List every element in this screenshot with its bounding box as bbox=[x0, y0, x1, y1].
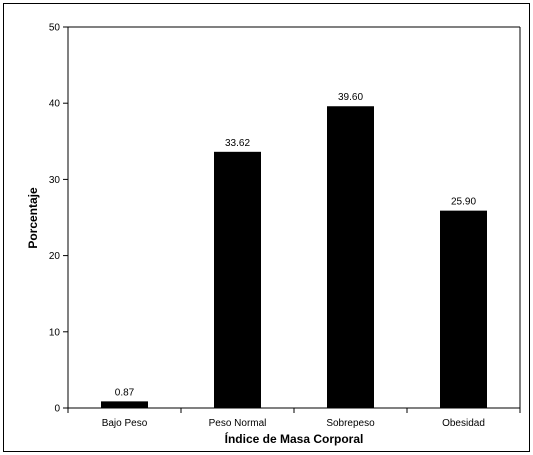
data-label: 33.62 bbox=[225, 138, 250, 149]
bars bbox=[101, 106, 487, 409]
data-label: 25.90 bbox=[451, 197, 476, 208]
bar bbox=[101, 401, 148, 408]
y-axis-title: Porcentaje bbox=[26, 187, 40, 249]
bar bbox=[214, 151, 261, 408]
x-tick-label: Obesidad bbox=[442, 418, 485, 429]
x-tick-label: Bajo Peso bbox=[102, 418, 148, 429]
data-label: 0.87 bbox=[115, 387, 135, 398]
x-tick-label: Sobrepeso bbox=[326, 418, 375, 429]
y-tick-label: 50 bbox=[49, 23, 61, 34]
y-tick-label: 0 bbox=[54, 404, 60, 415]
y-tick-label: 30 bbox=[49, 175, 61, 186]
y-ticks: 0 10 20 30 40 50 bbox=[49, 23, 68, 415]
y-tick-label: 10 bbox=[49, 327, 61, 338]
y-tick-label: 40 bbox=[49, 99, 61, 110]
x-tick-label: Peso Normal bbox=[209, 418, 267, 429]
x-axis-title: Índice de Masa Corporal bbox=[225, 431, 364, 446]
bar bbox=[440, 210, 487, 408]
data-labels: 0.87 33.62 39.60 25.90 bbox=[115, 92, 477, 398]
y-tick-label: 20 bbox=[49, 251, 61, 262]
bar bbox=[327, 106, 374, 409]
x-ticks: Bajo Peso Peso Normal Sobrepeso Obesidad bbox=[67, 408, 521, 429]
data-label: 39.60 bbox=[338, 92, 363, 103]
